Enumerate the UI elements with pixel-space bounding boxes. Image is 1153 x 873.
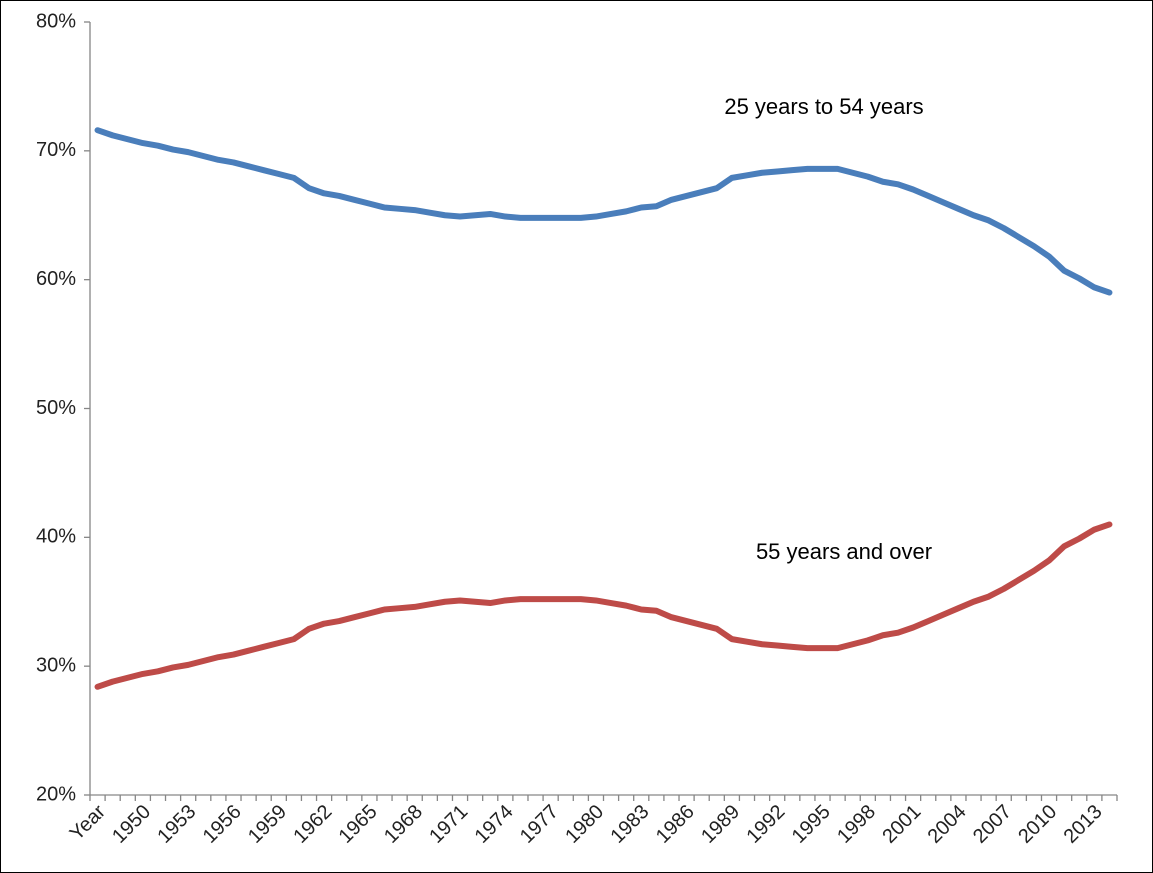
series-label: 25 years to 54 years bbox=[724, 94, 923, 119]
y-tick-label: 50% bbox=[36, 397, 76, 419]
series-label: 55 years and over bbox=[756, 539, 932, 564]
y-tick-label: 60% bbox=[36, 268, 76, 290]
y-tick-label: 80% bbox=[36, 10, 76, 32]
series-line bbox=[94, 521, 1113, 690]
series-line bbox=[94, 127, 1113, 296]
y-tick-label: 40% bbox=[36, 526, 76, 548]
y-tick-label: 30% bbox=[36, 654, 76, 676]
y-tick-label: 70% bbox=[36, 139, 76, 161]
y-tick-label: 20% bbox=[36, 783, 76, 805]
